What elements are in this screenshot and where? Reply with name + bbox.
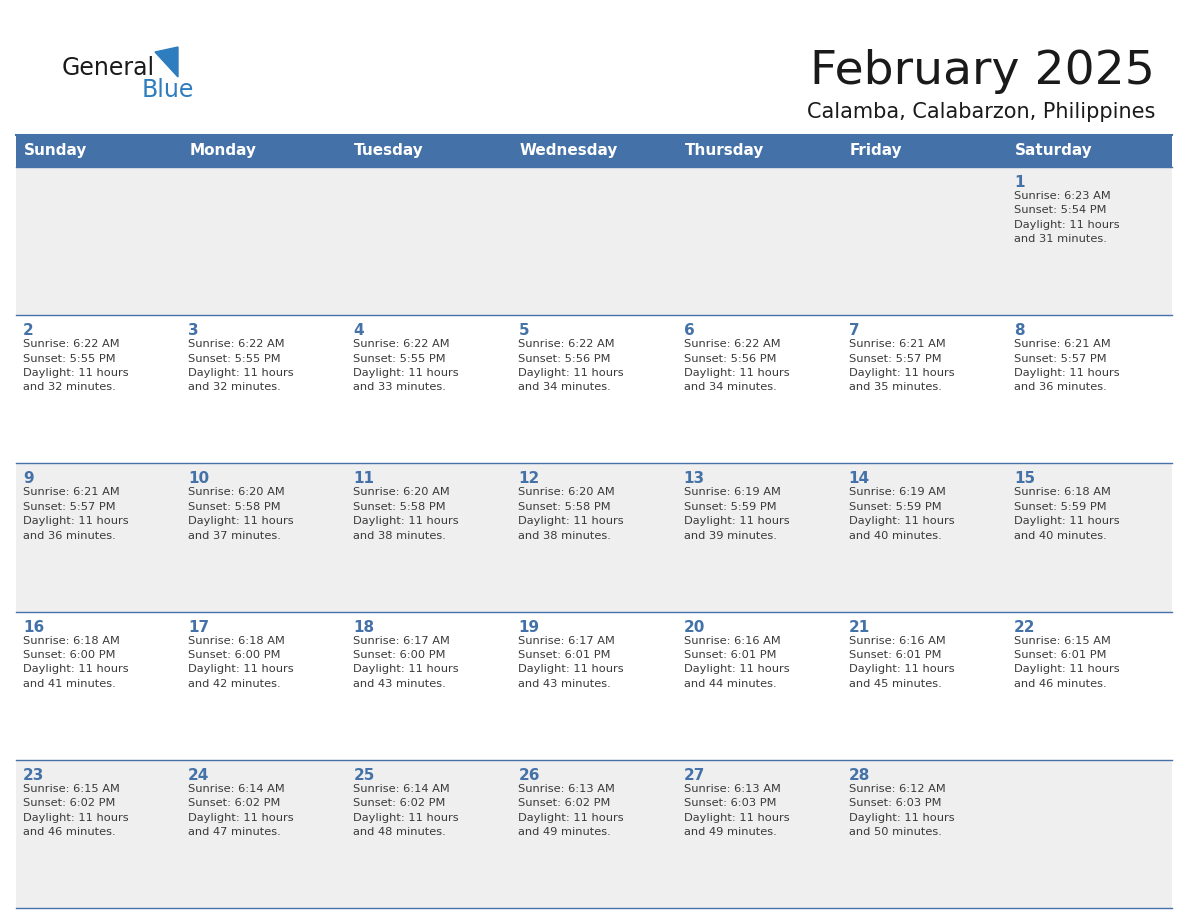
Text: 12: 12 xyxy=(518,472,539,487)
Text: Sunrise: 6:17 AM
Sunset: 6:00 PM
Daylight: 11 hours
and 43 minutes.: Sunrise: 6:17 AM Sunset: 6:00 PM Dayligh… xyxy=(353,635,459,688)
Bar xyxy=(15,167,1173,315)
Text: 28: 28 xyxy=(848,767,870,783)
Text: 10: 10 xyxy=(188,472,209,487)
Text: 21: 21 xyxy=(848,620,870,634)
Text: 9: 9 xyxy=(23,472,33,487)
Text: 1: 1 xyxy=(1013,175,1024,190)
Text: Sunrise: 6:18 AM
Sunset: 5:59 PM
Daylight: 11 hours
and 40 minutes.: Sunrise: 6:18 AM Sunset: 5:59 PM Dayligh… xyxy=(1013,487,1119,541)
Text: Sunrise: 6:23 AM
Sunset: 5:54 PM
Daylight: 11 hours
and 31 minutes.: Sunrise: 6:23 AM Sunset: 5:54 PM Dayligh… xyxy=(1013,191,1119,244)
Text: Sunrise: 6:18 AM
Sunset: 6:00 PM
Daylight: 11 hours
and 41 minutes.: Sunrise: 6:18 AM Sunset: 6:00 PM Dayligh… xyxy=(23,635,128,688)
Text: Sunrise: 6:22 AM
Sunset: 5:55 PM
Daylight: 11 hours
and 33 minutes.: Sunrise: 6:22 AM Sunset: 5:55 PM Dayligh… xyxy=(353,339,459,392)
Text: Sunrise: 6:22 AM
Sunset: 5:56 PM
Daylight: 11 hours
and 34 minutes.: Sunrise: 6:22 AM Sunset: 5:56 PM Dayligh… xyxy=(518,339,624,392)
Text: Sunrise: 6:15 AM
Sunset: 6:01 PM
Daylight: 11 hours
and 46 minutes.: Sunrise: 6:15 AM Sunset: 6:01 PM Dayligh… xyxy=(1013,635,1119,688)
Text: Sunrise: 6:19 AM
Sunset: 5:59 PM
Daylight: 11 hours
and 40 minutes.: Sunrise: 6:19 AM Sunset: 5:59 PM Dayligh… xyxy=(848,487,954,541)
Text: 14: 14 xyxy=(848,472,870,487)
Text: 17: 17 xyxy=(188,620,209,634)
Text: 11: 11 xyxy=(353,472,374,487)
Text: Sunrise: 6:21 AM
Sunset: 5:57 PM
Daylight: 11 hours
and 36 minutes.: Sunrise: 6:21 AM Sunset: 5:57 PM Dayligh… xyxy=(1013,339,1119,392)
Text: 23: 23 xyxy=(23,767,44,783)
Text: 5: 5 xyxy=(518,323,529,338)
Bar xyxy=(15,611,1173,760)
Text: Sunrise: 6:22 AM
Sunset: 5:55 PM
Daylight: 11 hours
and 32 minutes.: Sunrise: 6:22 AM Sunset: 5:55 PM Dayligh… xyxy=(188,339,293,392)
Text: Calamba, Calabarzon, Philippines: Calamba, Calabarzon, Philippines xyxy=(807,102,1155,122)
Text: Sunrise: 6:16 AM
Sunset: 6:01 PM
Daylight: 11 hours
and 45 minutes.: Sunrise: 6:16 AM Sunset: 6:01 PM Dayligh… xyxy=(848,635,954,688)
Text: Sunrise: 6:13 AM
Sunset: 6:02 PM
Daylight: 11 hours
and 49 minutes.: Sunrise: 6:13 AM Sunset: 6:02 PM Dayligh… xyxy=(518,784,624,837)
Text: 6: 6 xyxy=(683,323,694,338)
Text: Sunrise: 6:22 AM
Sunset: 5:56 PM
Daylight: 11 hours
and 34 minutes.: Sunrise: 6:22 AM Sunset: 5:56 PM Dayligh… xyxy=(683,339,789,392)
Text: Friday: Friday xyxy=(849,143,903,159)
Text: Sunrise: 6:13 AM
Sunset: 6:03 PM
Daylight: 11 hours
and 49 minutes.: Sunrise: 6:13 AM Sunset: 6:03 PM Dayligh… xyxy=(683,784,789,837)
Bar xyxy=(15,135,1173,167)
Bar xyxy=(15,315,1173,464)
Text: 20: 20 xyxy=(683,620,704,634)
Text: Thursday: Thursday xyxy=(684,143,764,159)
Text: Sunrise: 6:18 AM
Sunset: 6:00 PM
Daylight: 11 hours
and 42 minutes.: Sunrise: 6:18 AM Sunset: 6:00 PM Dayligh… xyxy=(188,635,293,688)
Text: Sunrise: 6:20 AM
Sunset: 5:58 PM
Daylight: 11 hours
and 38 minutes.: Sunrise: 6:20 AM Sunset: 5:58 PM Dayligh… xyxy=(353,487,459,541)
Text: 7: 7 xyxy=(848,323,859,338)
Text: Sunrise: 6:12 AM
Sunset: 6:03 PM
Daylight: 11 hours
and 50 minutes.: Sunrise: 6:12 AM Sunset: 6:03 PM Dayligh… xyxy=(848,784,954,837)
Text: Sunrise: 6:14 AM
Sunset: 6:02 PM
Daylight: 11 hours
and 48 minutes.: Sunrise: 6:14 AM Sunset: 6:02 PM Dayligh… xyxy=(353,784,459,837)
Text: Blue: Blue xyxy=(141,78,194,102)
Text: Sunrise: 6:17 AM
Sunset: 6:01 PM
Daylight: 11 hours
and 43 minutes.: Sunrise: 6:17 AM Sunset: 6:01 PM Dayligh… xyxy=(518,635,624,688)
Text: General: General xyxy=(62,56,156,80)
Text: 25: 25 xyxy=(353,767,374,783)
Text: 2: 2 xyxy=(23,323,33,338)
Text: Monday: Monday xyxy=(189,143,257,159)
Text: 18: 18 xyxy=(353,620,374,634)
Text: Sunday: Sunday xyxy=(24,143,88,159)
Text: Sunrise: 6:22 AM
Sunset: 5:55 PM
Daylight: 11 hours
and 32 minutes.: Sunrise: 6:22 AM Sunset: 5:55 PM Dayligh… xyxy=(23,339,128,392)
Text: Sunrise: 6:19 AM
Sunset: 5:59 PM
Daylight: 11 hours
and 39 minutes.: Sunrise: 6:19 AM Sunset: 5:59 PM Dayligh… xyxy=(683,487,789,541)
Text: 4: 4 xyxy=(353,323,364,338)
Text: 24: 24 xyxy=(188,767,209,783)
Text: February 2025: February 2025 xyxy=(810,50,1155,95)
Text: 3: 3 xyxy=(188,323,198,338)
Text: Saturday: Saturday xyxy=(1015,143,1093,159)
Text: Sunrise: 6:21 AM
Sunset: 5:57 PM
Daylight: 11 hours
and 36 minutes.: Sunrise: 6:21 AM Sunset: 5:57 PM Dayligh… xyxy=(23,487,128,541)
Text: Sunrise: 6:14 AM
Sunset: 6:02 PM
Daylight: 11 hours
and 47 minutes.: Sunrise: 6:14 AM Sunset: 6:02 PM Dayligh… xyxy=(188,784,293,837)
Bar xyxy=(15,760,1173,908)
Polygon shape xyxy=(154,47,178,77)
Text: Sunrise: 6:21 AM
Sunset: 5:57 PM
Daylight: 11 hours
and 35 minutes.: Sunrise: 6:21 AM Sunset: 5:57 PM Dayligh… xyxy=(848,339,954,392)
Text: Tuesday: Tuesday xyxy=(354,143,424,159)
Text: Sunrise: 6:20 AM
Sunset: 5:58 PM
Daylight: 11 hours
and 37 minutes.: Sunrise: 6:20 AM Sunset: 5:58 PM Dayligh… xyxy=(188,487,293,541)
Text: Sunrise: 6:16 AM
Sunset: 6:01 PM
Daylight: 11 hours
and 44 minutes.: Sunrise: 6:16 AM Sunset: 6:01 PM Dayligh… xyxy=(683,635,789,688)
Text: 27: 27 xyxy=(683,767,704,783)
Text: 19: 19 xyxy=(518,620,539,634)
Text: 22: 22 xyxy=(1013,620,1036,634)
Text: Sunrise: 6:15 AM
Sunset: 6:02 PM
Daylight: 11 hours
and 46 minutes.: Sunrise: 6:15 AM Sunset: 6:02 PM Dayligh… xyxy=(23,784,128,837)
Text: 15: 15 xyxy=(1013,472,1035,487)
Text: 13: 13 xyxy=(683,472,704,487)
Text: 16: 16 xyxy=(23,620,44,634)
Text: 26: 26 xyxy=(518,767,539,783)
Bar xyxy=(15,464,1173,611)
Text: Wednesday: Wednesday xyxy=(519,143,618,159)
Text: Sunrise: 6:20 AM
Sunset: 5:58 PM
Daylight: 11 hours
and 38 minutes.: Sunrise: 6:20 AM Sunset: 5:58 PM Dayligh… xyxy=(518,487,624,541)
Text: 8: 8 xyxy=(1013,323,1024,338)
